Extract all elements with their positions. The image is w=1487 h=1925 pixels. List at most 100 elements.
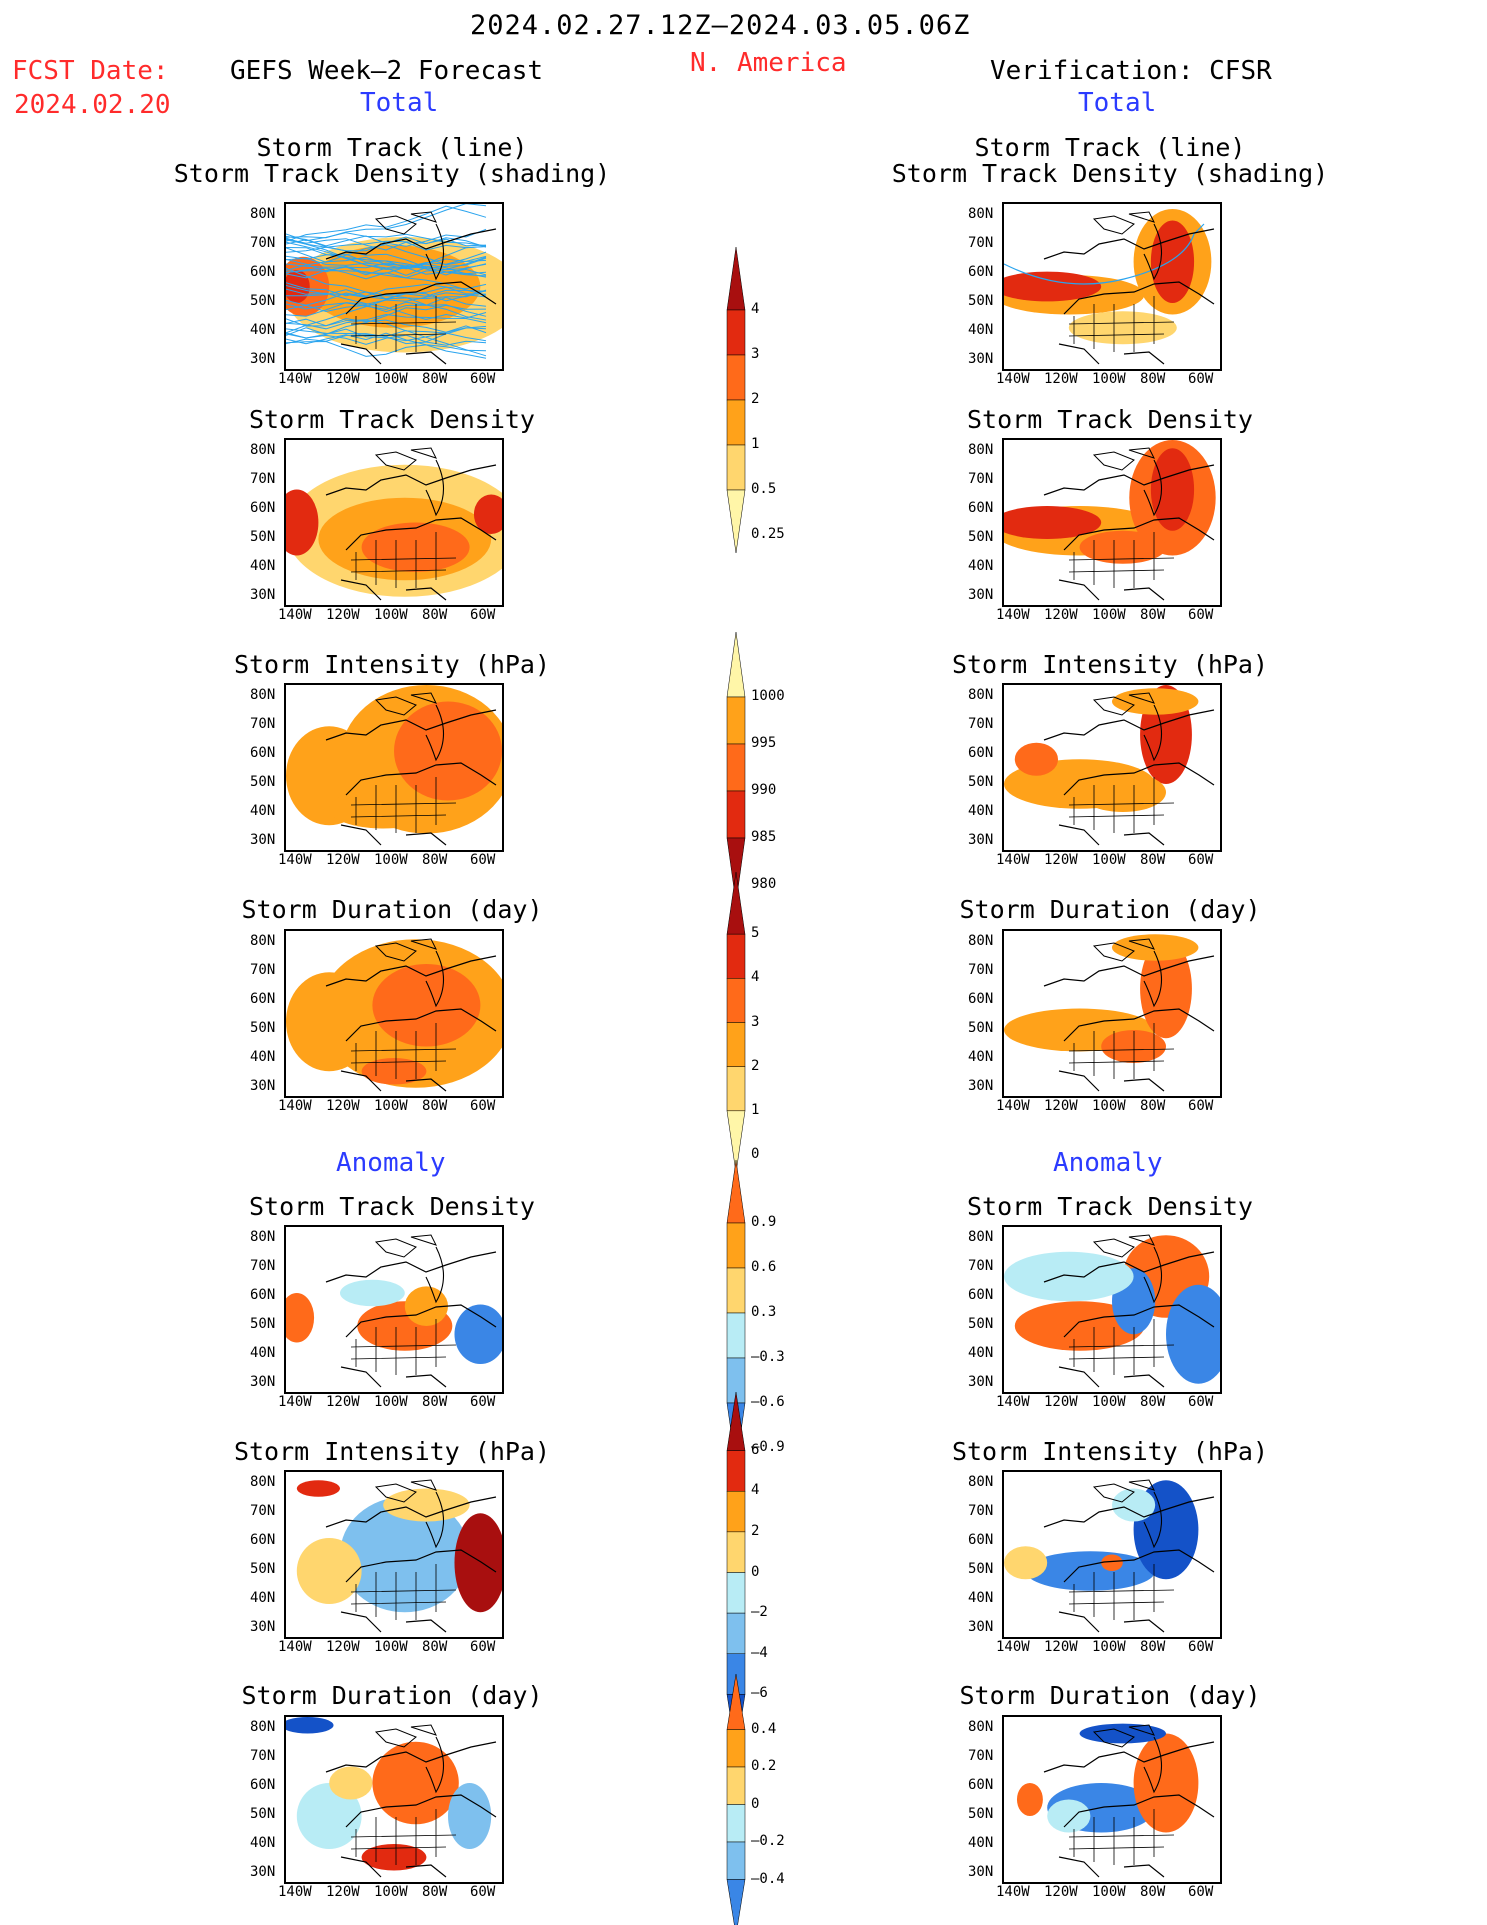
colorbar-level-label: 0.3 [751,1304,777,1320]
storm-track-line [286,340,487,359]
storm-track-line [1004,223,1205,285]
colorbar-segment [726,1450,746,1492]
lat-tick-label: 50N [968,774,994,790]
lat-tick-label: 70N [968,471,994,487]
lon-tick-label: 140W [996,852,1030,868]
shading-region [1004,271,1102,302]
lat-tick-label: 40N [250,558,276,574]
lat-tick-label: 30N [968,1864,994,1880]
storm-track-line [286,270,487,296]
shading-region [1150,448,1195,531]
lon-tick-label: 140W [996,1098,1030,1114]
lat-tick-label: 60N [968,991,994,1007]
storm-track-line [286,285,487,321]
colorbar-segment [726,1612,746,1654]
shading-region [1079,1723,1166,1744]
shading-region [286,972,373,1072]
lon-tick-label: 100W [374,607,408,623]
colorbar-level-label: –2 [751,1604,768,1621]
date-range: 2024.02.27.12Z–2024.03.05.06Z [470,10,971,41]
storm-track-line [286,232,487,247]
lon-tick-label: 120W [1044,1098,1078,1114]
colorbar-level-label: –0.2 [751,1833,785,1849]
shading-region [1016,1783,1043,1816]
colorbar-level-label: 4 [751,1482,760,1499]
lat-tick-label: 40N [250,1049,276,1065]
shading-region [296,1538,362,1604]
lon-tick-label: 80W [422,1098,448,1114]
lon-tick-label: 140W [278,371,312,387]
colorbar-level-label: 2 [751,1522,760,1539]
lon-tick-label: 120W [326,1884,360,1900]
shading-region [296,1480,340,1497]
left-column-title: GEFS Week–2 Forecast [230,56,544,86]
storm-track-line [286,292,487,317]
storm-track-line [286,332,487,352]
colorbar-level-label: –0.4 [751,1870,785,1887]
panel-title: Storm Intensity (hPa) [951,650,1269,679]
colorbar-level-label: 4 [751,301,760,317]
map-plot [284,1225,504,1394]
shading-region [448,1783,492,1849]
colorbar-segment [726,790,746,839]
lat-tick-label: 70N [250,962,276,978]
lat-tick-label: 30N [250,1864,276,1880]
lat-tick-label: 60N [968,1287,994,1303]
colorbar-level-label: 6 [751,1441,760,1458]
map-plot [1002,1715,1222,1884]
lat-tick-label: 30N [968,351,994,367]
lat-tick-label: 60N [250,500,276,516]
lon-tick-label: 120W [1044,607,1078,623]
colorbar-anomaly-density: 0.9 0.6 0.3 –0.3 –0.6 –0.9 [726,1159,817,1467]
storm-track-line [286,239,487,277]
lat-tick-label: 80N [250,1474,276,1490]
panel-title: Storm Duration (day) [241,895,543,924]
shading-region [383,1488,470,1522]
lon-tick-label: 60W [1188,1394,1214,1410]
lat-tick-label: 50N [250,293,276,309]
colorbar-level-label: 0.25 [751,526,785,542]
region-label: N. America [690,48,847,78]
colorbar-total-intensity: 1000 995 990 985 980 [726,631,817,904]
lat-tick-label: 30N [250,1078,276,1094]
lon-tick-label: 60W [470,1394,496,1410]
lat-tick-label: 40N [250,1345,276,1361]
lat-tick-label: 50N [250,1806,276,1822]
lon-tick-label: 100W [374,852,408,868]
colorbar-segment [726,743,746,792]
lat-tick-label: 80N [250,687,276,703]
lon-tick-label: 60W [470,1884,496,1900]
colorbar-segment [726,399,746,446]
shading-region [1004,1546,1048,1580]
lon-tick-label: 140W [996,1394,1030,1410]
panel-title: Storm Track (line) [974,133,1246,162]
lon-tick-label: 80W [1140,371,1166,387]
lon-tick-label: 100W [374,1639,408,1655]
panel-title: Storm Intensity (hPa) [951,1437,1269,1466]
shading-region [1004,1251,1134,1302]
shading-region [1150,220,1195,303]
shading-region [329,788,438,829]
storm-track-line [286,282,487,297]
colorbar-segment [726,933,746,979]
shading-region [286,1293,315,1343]
fcst-label: FCST Date: [12,56,169,86]
storm-track-line [286,318,487,334]
lon-tick-label: 100W [1092,371,1126,387]
colorbar-level-label: –6 [751,1685,768,1702]
map-plot [1002,1470,1222,1639]
lon-tick-label: 60W [1188,1098,1214,1114]
colorbar-level-label: 990 [751,782,777,798]
colorbar-segment [726,1804,746,1843]
map-plot [1002,683,1222,852]
lat-tick-label: 80N [968,933,994,949]
lat-tick-label: 60N [968,745,994,761]
lat-tick-label: 60N [250,1777,276,1793]
storm-track-line [286,244,487,266]
lat-tick-label: 50N [250,1020,276,1036]
lat-tick-label: 80N [250,442,276,458]
storm-track-line [286,251,487,274]
map-plot [1002,1225,1222,1394]
lon-tick-label: 100W [1092,1884,1126,1900]
map-plot [1002,929,1222,1098]
